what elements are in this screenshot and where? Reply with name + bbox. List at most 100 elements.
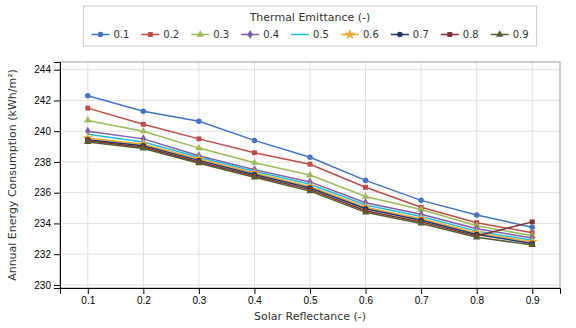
tick-mark — [366, 288, 367, 294]
series-line — [88, 140, 532, 244]
legend-entry: 0.1 — [91, 29, 129, 40]
legend-entry: 0.4 — [241, 29, 279, 40]
tick: 0.2 — [137, 288, 151, 306]
series — [84, 116, 536, 238]
tick-mark — [143, 288, 144, 294]
grid-line — [60, 100, 560, 101]
tick-label: 230 — [34, 280, 51, 291]
series-line — [88, 96, 532, 227]
grid-line — [60, 131, 560, 132]
tick-mark — [54, 254, 60, 255]
point — [195, 144, 202, 150]
legend-label: 0.5 — [313, 29, 329, 40]
point — [251, 173, 258, 179]
plot: 0.10.20.30.40.50.60.70.80.92302322342362… — [6, 62, 561, 323]
point — [363, 185, 368, 190]
tick-label: 0.1 — [81, 295, 95, 306]
legend-label: 0.3 — [213, 29, 229, 40]
tick: 0.4 — [248, 288, 262, 306]
axis-domain — [61, 289, 561, 295]
legend-frame — [83, 6, 536, 46]
legend-symbol — [148, 32, 153, 37]
legend-swatch — [291, 34, 309, 36]
point — [362, 192, 369, 198]
legend-entry: 0.8 — [441, 29, 479, 40]
tick-mark — [54, 223, 60, 224]
x-axis-title: Solar Reflectance (-) — [254, 310, 366, 323]
point — [84, 138, 91, 144]
tick-label: 240 — [34, 126, 51, 137]
point — [307, 155, 313, 161]
tick: 0.5 — [304, 288, 318, 306]
tick-mark — [88, 288, 89, 294]
legend-entry: 0.2 — [141, 29, 179, 40]
tick: 0.8 — [470, 288, 484, 306]
legend-entry: 0.7 — [391, 29, 429, 40]
point — [252, 150, 257, 155]
point — [308, 162, 313, 167]
tick-label: 0.3 — [192, 295, 206, 306]
series — [85, 137, 535, 246]
point — [473, 233, 480, 239]
series-line — [88, 120, 532, 235]
series — [85, 93, 535, 230]
tick-label: 232 — [34, 249, 51, 260]
point — [474, 212, 480, 218]
legend-symbol — [397, 32, 403, 38]
point — [362, 208, 369, 214]
legend-symbol — [98, 32, 104, 38]
legend-symbol — [447, 32, 452, 37]
tick-label: 0.4 — [248, 295, 262, 306]
legend-label: 0.1 — [113, 29, 129, 40]
plot-frame — [60, 62, 560, 288]
point — [84, 116, 91, 122]
tick-label: 242 — [34, 95, 51, 106]
legend-label: 0.8 — [463, 29, 479, 40]
tick-mark — [54, 131, 60, 132]
tick: 0.3 — [192, 288, 206, 306]
tick: 0.1 — [81, 288, 95, 306]
tick-label: 244 — [34, 64, 51, 75]
tick: 238 — [34, 157, 60, 168]
grid — [60, 62, 560, 288]
grid-line — [60, 284, 560, 285]
series-line — [88, 138, 532, 242]
point — [529, 225, 535, 231]
tick: 244 — [34, 64, 60, 75]
series — [85, 138, 534, 238]
series-line — [88, 142, 532, 245]
legend-entry: 0.3 — [191, 29, 229, 40]
tick-label: 236 — [34, 187, 51, 198]
legend-label: 0.7 — [413, 29, 429, 40]
tick-mark — [199, 288, 200, 294]
y-axis: 230 232 234 236 238 240 242 244 — [34, 63, 60, 291]
series — [84, 138, 536, 247]
point — [85, 106, 90, 111]
series-line — [88, 134, 532, 240]
tick: 236 — [34, 187, 60, 198]
point — [195, 159, 202, 165]
point — [141, 122, 146, 127]
point — [251, 158, 258, 164]
tick: 242 — [34, 95, 60, 106]
tick-mark — [54, 193, 60, 194]
legend-entry: 0.5 — [291, 29, 329, 40]
tick-mark — [54, 285, 60, 286]
tick-mark — [54, 162, 60, 163]
tick-label: 0.8 — [470, 295, 484, 306]
point — [140, 144, 147, 150]
tick-mark — [254, 288, 255, 294]
legend-entry: 0.6 — [341, 29, 379, 40]
point — [141, 108, 147, 114]
point — [529, 241, 536, 247]
tick: 234 — [34, 218, 60, 229]
series — [85, 127, 535, 243]
tick-label: 234 — [34, 218, 51, 229]
point — [418, 198, 424, 204]
point — [196, 136, 201, 141]
grid-line — [60, 69, 560, 70]
point — [252, 138, 258, 144]
legend-label: 0.6 — [363, 29, 379, 40]
series — [85, 106, 534, 235]
tick: 0.7 — [415, 288, 429, 306]
